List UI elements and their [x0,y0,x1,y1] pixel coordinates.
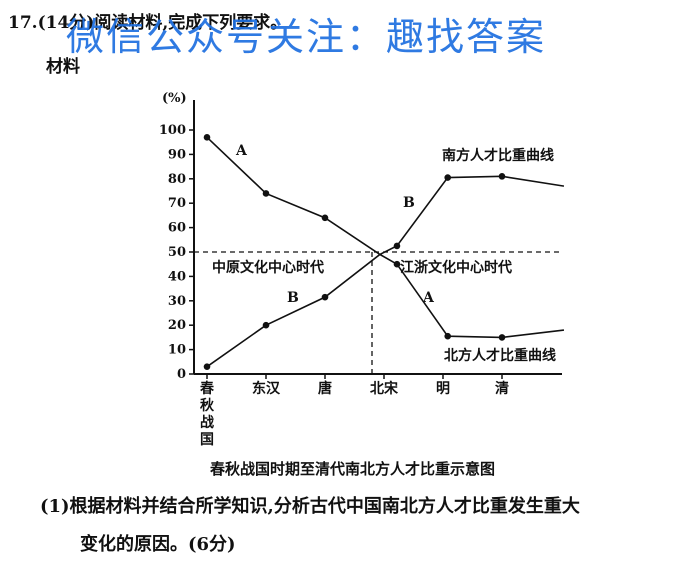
material-label: 材料 [46,57,80,77]
x-tick-label: 春秋战国 [199,380,215,448]
y-tick-label: 100 [159,123,186,138]
x-tick-label: 明 [436,381,450,397]
data-point-north [321,214,329,222]
data-point-south [444,174,452,181]
sub-question-1-line2: 变化的原因。(6分) [80,534,236,555]
series-line-north [206,136,565,339]
legend-north: 北方人才比重曲线 [444,347,556,364]
data-point-south [262,321,270,329]
y-tick-label: 50 [168,245,186,260]
data-point-north [203,134,211,141]
segment-label-a-north-late: A [422,290,435,306]
y-tick-label: 0 [177,367,186,382]
y-tick-label: 60 [168,221,186,236]
x-tick-label: 东汉 [252,380,281,397]
segment-label-b-south-late: B [403,195,415,211]
y-tick-label: 90 [168,147,186,162]
chart-caption: 春秋战国时期至清代南北方人才比重示意图 [210,460,496,478]
segment-label-b-south: B [287,290,299,306]
y-tick-label: 40 [168,269,186,284]
series-line-south [206,175,565,368]
y-tick-label: 20 [168,318,186,333]
data-point-north [444,332,452,340]
y-tick-label: 70 [168,196,186,211]
segment-label-a-north: A [235,143,248,159]
y-axis-unit-label: (%) [162,91,187,106]
x-tick-label: 清 [495,380,509,397]
region-label-central-plains: 中原文化中心时代 [212,259,324,276]
data-point-south [203,363,211,370]
y-tick-label: 10 [168,343,186,358]
y-tick-label: 80 [168,172,186,187]
talent-ratio-chart: (%) 0 10 20 30 40 50 60 70 80 90 100 春秋战国 东汉 唐 北宋 明 清 A… [159,91,565,448]
data-point-north [498,334,506,341]
legend-south: 南方人才比重曲线 [442,147,554,164]
y-tick-label: 30 [168,294,186,309]
watermark-text: 微信公众号关注：趣找答案 [66,15,547,59]
sub-question-1-line1: (1)根据材料并结合所学知识,分析古代中国南北方人才比重发生重大 [40,496,580,517]
x-tick-label: 北宋 [370,380,399,397]
data-point-south [393,242,401,250]
x-tick-label: 唐 [318,380,332,397]
region-label-jiangzhe: 江浙文化中心时代 [400,259,512,276]
data-point-north [262,190,270,197]
data-point-north [393,260,401,268]
question-header: 17.(14分)阅读材料,完成下列要求。 [8,13,288,33]
data-point-south [498,173,506,180]
data-point-south [321,293,329,301]
